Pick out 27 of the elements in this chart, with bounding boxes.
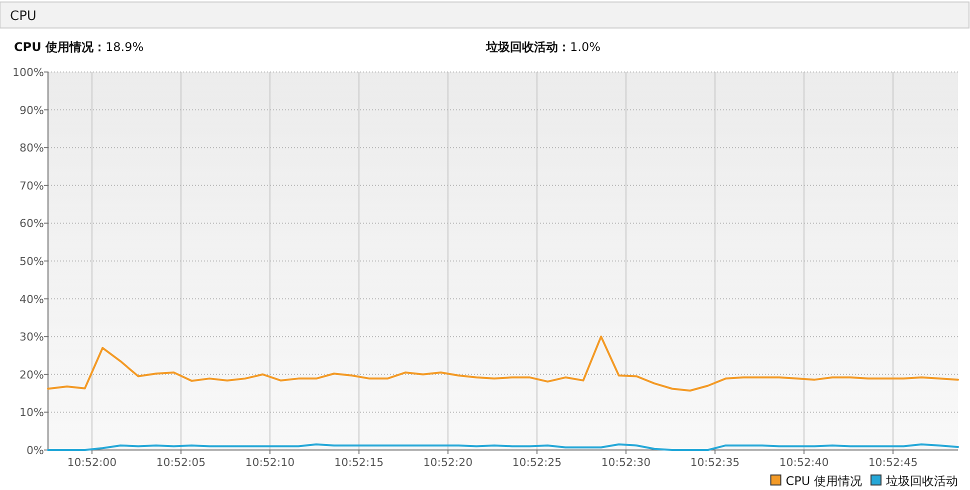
y-tick-label: 10%	[20, 406, 44, 420]
y-tick-label: 50%	[20, 255, 44, 268]
line-series	[47, 336, 959, 392]
y-tick-label: 0%	[26, 444, 44, 457]
x-tick-label: 10:52:05	[156, 456, 206, 469]
x-tick-label: 10:52:35	[690, 456, 740, 469]
y-tick-label: 100%	[12, 66, 44, 79]
legend-label: CPU 使用情况	[786, 474, 862, 488]
x-tick-label: 10:52:45	[868, 456, 918, 469]
x-tick-label: 10:52:00	[67, 456, 117, 469]
y-tick-label: 40%	[20, 292, 44, 306]
chart-title: CPU	[10, 9, 36, 24]
text: 垃圾回收活动：1.0%	[485, 40, 600, 54]
x-tick-label: 10:52:10	[245, 456, 295, 469]
x-tick-label: 10:52:20	[423, 456, 473, 469]
y-tick-label: 60%	[20, 217, 44, 230]
text: CPU 使用情况：18.9%	[14, 40, 144, 54]
y-tick-label: 20%	[20, 368, 44, 382]
y-tick-label: 80%	[20, 142, 44, 155]
y-tick-label: 30%	[20, 330, 44, 344]
x-tick-label: 10:52:15	[334, 456, 384, 469]
y-tick-label: 70%	[20, 179, 44, 192]
y-tick-label: 90%	[20, 104, 44, 117]
x-tick-label: 10:52:40	[779, 456, 829, 469]
legend-label: 垃圾回收活动	[885, 474, 958, 488]
x-tick-label: 10:52:30	[601, 456, 651, 469]
x-tick-label: 10:52:25	[512, 456, 562, 469]
